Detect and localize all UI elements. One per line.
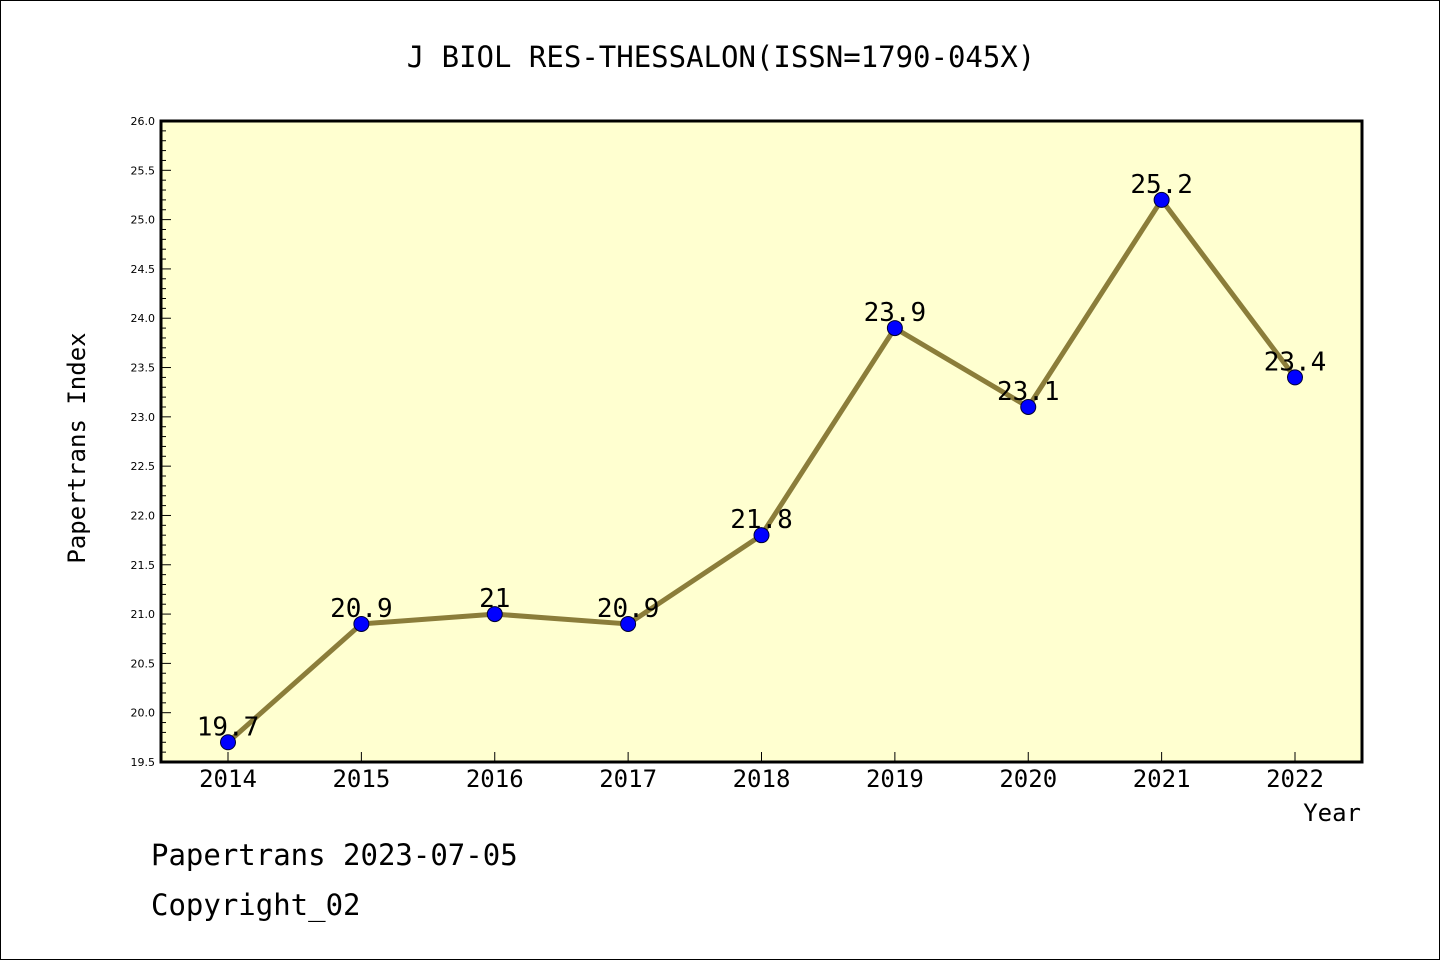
y-tick-label: 25.0 [131,214,156,227]
x-tick-label: 2015 [332,765,390,793]
x-tick-label: 2017 [599,765,657,793]
y-tick-label: 20.5 [131,657,156,670]
x-axis: 2014 2015 2016 2017 2018 2019 2020 2021 2022 [199,752,1324,793]
data-label: 23.9 [864,298,927,328]
x-tick-label: 2018 [733,765,791,793]
footer-date: Papertrans 2023-07-05 [151,838,518,872]
data-point [620,615,637,632]
footer-copyright: Copyright_02 [151,888,361,923]
x-tick-label: 2022 [1266,765,1324,793]
chart-title: J BIOL RES-THESSALON(ISSN=1790-045X) [407,40,1036,74]
data-label: 23.4 [1264,347,1327,377]
data-label: 19.7 [197,712,260,742]
data-point [1153,191,1170,208]
y-tick-label: 22.5 [131,460,156,473]
y-tick-label: 23.5 [131,362,156,375]
series-layer: 19.7 20.9 21 20.9 21.8 23.9 23.1 25.2 23.4 [197,170,1327,751]
y-tick-label: 23.0 [131,411,156,424]
x-tick-label: 2021 [1133,765,1191,793]
data-point [886,320,903,337]
x-tick-label: 2019 [866,765,924,793]
data-point [753,527,770,544]
data-point [1020,398,1037,415]
x-tick-label: 2014 [199,765,257,793]
x-tick-label: 2016 [466,765,524,793]
x-axis-label: Year [1303,799,1361,827]
y-tick-label: 20.0 [131,707,156,720]
data-point [220,734,236,751]
data-point [486,606,503,623]
x-tick-label: 2020 [999,765,1057,793]
data-point [1287,369,1303,386]
y-tick-label: 19.5 [131,756,156,769]
plot-area [159,119,1364,764]
data-label: 20.9 [330,594,393,624]
y-tick-label: 22.0 [131,509,156,522]
y-axis-label: Papertrans Index [63,332,91,563]
y-tick-label: 24.0 [131,312,156,325]
y-tick-label: 26.0 [131,115,156,128]
y-tick-label: 21.0 [131,608,156,621]
data-label: 25.2 [1130,170,1193,200]
y-tick-label: 25.5 [131,164,156,177]
y-tick-label: 21.5 [131,559,156,572]
data-label: 21.8 [730,505,793,535]
data-label: 20.9 [597,594,660,624]
y-axis: 19.5 20.0 20.5 21.0 21.5 22.0 22.5 23.0 23.5 24.0… [131,115,171,769]
data-label: 21 [479,584,510,614]
y-tick-label: 24.5 [131,263,156,276]
data-point [353,615,370,632]
data-label: 23.1 [997,377,1060,407]
